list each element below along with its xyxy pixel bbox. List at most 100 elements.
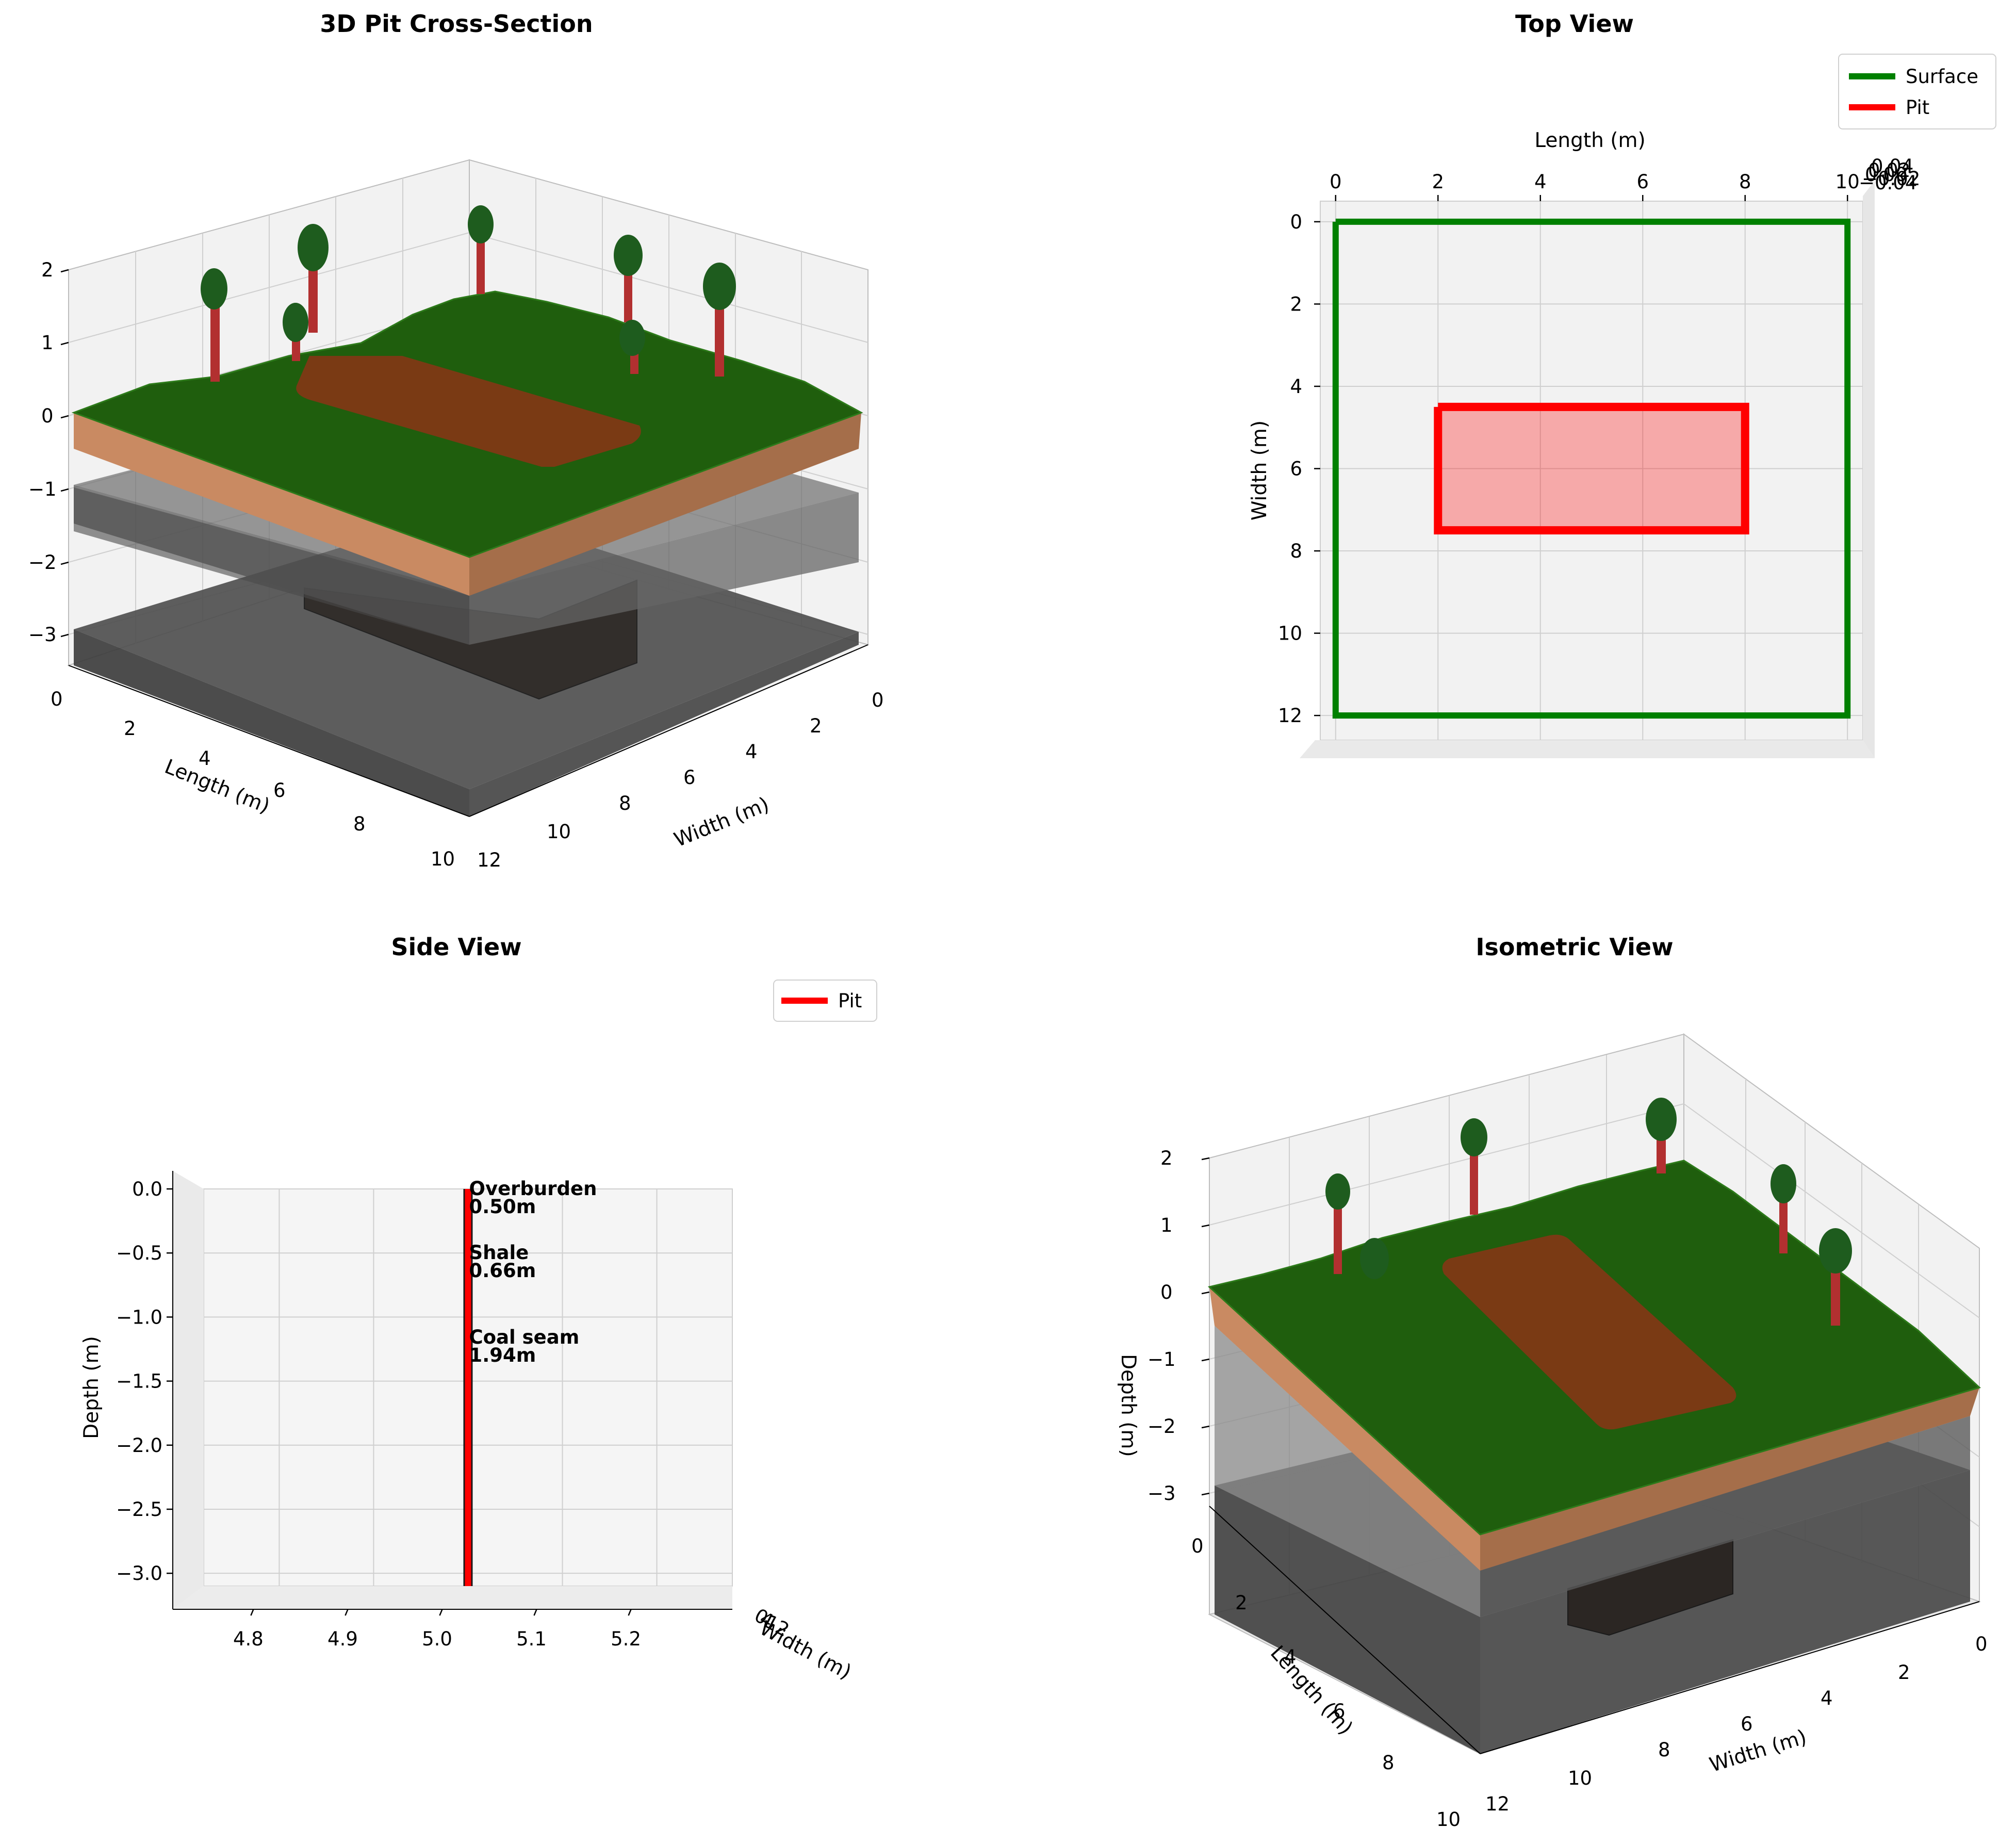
panel-isometric: 2 1 0 −1 −2 −3 Depth (m) 0 2 4 6 8 10 Le… [1117, 1033, 1988, 1831]
iso-length-tick: 6 [1333, 1700, 1346, 1722]
side-legend: Pit [773, 980, 877, 1022]
length-tick: 8 [353, 813, 366, 835]
iso-z-label: Depth (m) [1117, 1354, 1140, 1457]
side-y-tick: −1.0 [116, 1306, 162, 1328]
title-side-view: Side View [391, 933, 521, 961]
iso-width-tick: 2 [1898, 1661, 1910, 1684]
top-series-surface [1332, 218, 1851, 719]
top-legend: Surface Pit [1838, 54, 1996, 129]
top-y-ticks: 0 2 4 6 8 10 12 [1278, 211, 1302, 727]
iso-overburden-right [1480, 1388, 1979, 1571]
iso-z-tick: 2 [1160, 1147, 1173, 1169]
side-y-ticks: 0.0 −0.5 −1.0 −1.5 −2.0 −2.5 −3.0 [116, 1178, 162, 1585]
side-x-tickmark [345, 1609, 349, 1616]
top-y-tick: 2 [1290, 293, 1302, 315]
top-y-tick: 6 [1290, 458, 1302, 480]
length-tick: 2 [124, 717, 136, 740]
top-y-tick: 12 [1278, 705, 1302, 727]
width-axis-label: Width (m) [671, 793, 773, 852]
top-z-tick: 0.00 [1865, 164, 1907, 186]
width-tick: 2 [810, 715, 822, 737]
side-x-ticks: 4.8 4.9 5.0 5.1 5.2 [233, 1628, 641, 1650]
top-x-tick: 8 [1739, 171, 1751, 193]
iso-length-tick: 2 [1235, 1592, 1248, 1614]
side-x-tick: 4.8 [233, 1628, 264, 1650]
length-axis-label: Length (m) [161, 755, 273, 818]
top-y-tick: 0 [1290, 211, 1302, 233]
side-x-tick: 4.9 [327, 1628, 358, 1650]
width-tick: 12 [477, 849, 501, 871]
side-y-tick: −3.0 [116, 1562, 162, 1585]
side-x-tickmark [628, 1609, 632, 1616]
iso-overburden-left [1209, 1287, 1480, 1571]
iso-z-tick: −2 [1148, 1415, 1176, 1438]
shale-slab-left [74, 487, 469, 645]
pit-opening [296, 356, 641, 467]
panel-top-view: 0 2 4 6 8 10 0 2 4 6 8 10 12 Length (m) … [1248, 54, 1996, 758]
title-top-view: Top View [1515, 10, 1634, 38]
iso-width-tick: 4 [1821, 1687, 1833, 1709]
anno-coal-name: Coal seam [469, 1326, 580, 1348]
length-tick: 10 [431, 848, 455, 870]
iso-width-label: Width (m) [1707, 1725, 1810, 1777]
width-tick: 4 [745, 741, 758, 763]
anno-coal-thickness: 1.94m [469, 1344, 536, 1366]
top-y-label: Width (m) [1248, 420, 1271, 520]
iso-trees [1325, 1098, 1852, 1326]
side-x-tickmark [439, 1609, 443, 1616]
shale-front-right [469, 493, 859, 645]
top-y-tick: 4 [1290, 376, 1302, 398]
coal-seam-front-right [469, 632, 859, 817]
iso-z-tick: 0 [1160, 1281, 1173, 1303]
legend-surface-label: Surface [1906, 66, 1978, 88]
iso-length-tick: 4 [1284, 1646, 1297, 1668]
trees-3d [201, 205, 736, 382]
side-y-tick: −1.5 [116, 1370, 162, 1393]
length-tick: 6 [273, 779, 286, 802]
iso-coal-front-right [1480, 1470, 1970, 1754]
width-tick: 0 [872, 689, 884, 711]
side-annotations: Overburden 0.50m Shale 0.66m Coal seam 1… [469, 1178, 597, 1366]
side-y-tick: −2.0 [116, 1434, 162, 1457]
z-tick: −3 [28, 624, 57, 646]
anno-overburden-name: Overburden [469, 1178, 597, 1200]
length-tick: 4 [199, 747, 211, 770]
z-tick: 0 [41, 405, 54, 427]
side-x-tick: 5.0 [422, 1628, 452, 1650]
iso-width-tick: 6 [1741, 1713, 1753, 1735]
coal-seam-front-left [74, 629, 469, 817]
iso-shale-front-right [1480, 1416, 1970, 1617]
z-tick: −1 [28, 478, 57, 500]
width-tick: 8 [619, 792, 631, 814]
top-y-tick: 8 [1290, 540, 1302, 562]
z-tick: −2 [28, 551, 57, 574]
z-axis-3d: 2 1 0 −1 −2 −3 [28, 259, 69, 646]
top-grid [1314, 195, 1863, 740]
z-tick: 1 [41, 332, 54, 354]
side-legend-label: Pit [838, 990, 862, 1012]
title-isometric: Isometric View [1476, 933, 1673, 961]
iso-width-tick: 12 [1485, 1793, 1510, 1815]
width-tick: 6 [683, 766, 696, 789]
overburden-front-right [469, 413, 861, 596]
side-y-tick: −2.5 [116, 1498, 162, 1521]
iso-coal-front-left [1215, 1486, 1480, 1754]
top-z-tick: 0.04 [1871, 155, 1913, 177]
overburden-front-left [74, 413, 469, 596]
iso-z-axis: 2 1 0 −1 −2 −3 Depth (m) [1117, 1147, 1210, 1505]
side-x-tick: 5.2 [611, 1628, 641, 1650]
side-depth-axis: 0 4 12 Width (m) [751, 1604, 855, 1684]
top-x-label: Length (m) [1534, 129, 1645, 152]
top-z-ticks: 0.04 0.02 0.00 −0.02 −0.04 [1859, 155, 1920, 194]
anno-shale-thickness: 0.66m [469, 1260, 536, 1282]
side-y-label: Depth (m) [80, 1336, 103, 1439]
side-depth-label: Width (m) [756, 1617, 855, 1684]
top-series-pit [1434, 402, 1749, 535]
iso-width-tick: 10 [1568, 1767, 1592, 1789]
top-x-tick: 0 [1330, 171, 1342, 193]
anno-shale-name: Shale [469, 1242, 529, 1264]
iso-z-tick: −3 [1148, 1482, 1176, 1505]
top-pit-fill [1438, 406, 1745, 531]
iso-length-tick: 10 [1436, 1808, 1461, 1831]
